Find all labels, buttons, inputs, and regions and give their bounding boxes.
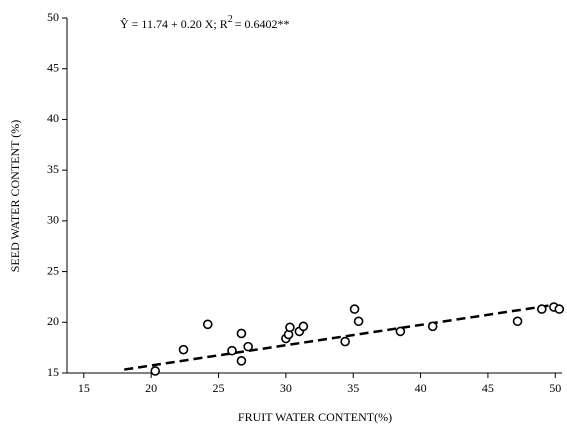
point (150, 366, 161, 376)
point (395, 326, 406, 337)
point (340, 336, 350, 347)
y-tick-label: 30 (47, 213, 59, 227)
x-tick-label: 15 (78, 381, 90, 395)
y-tick-label: 35 (47, 162, 59, 176)
trend-line (124, 303, 556, 371)
point (554, 304, 565, 314)
y-tick-label: 50 (47, 10, 59, 24)
y-tick-label: 45 (47, 60, 59, 74)
point (285, 322, 295, 333)
x-tick-label: 40 (415, 381, 427, 395)
annotation: Ŷ = 11.74 + 0.20 X; R2 = 0.6402** (120, 14, 290, 30)
point (236, 356, 247, 366)
annotation-text-after: = 0.6402** (235, 17, 290, 31)
x-tick-label: 30 (280, 381, 292, 395)
point (178, 344, 189, 355)
annotation-text: Ŷ = 11.74 + 0.20 X; R (120, 17, 228, 31)
point (536, 304, 547, 314)
point (512, 316, 523, 327)
point (236, 328, 247, 339)
y-tick-label: 20 (47, 314, 59, 328)
y-tick-label: 15 (47, 365, 59, 379)
point (227, 345, 237, 356)
x-axis-label: FRUIT WATER CONTENT(%) (238, 410, 392, 424)
annotation-superscript: 2 (228, 14, 233, 25)
point (349, 304, 360, 314)
x-tick-label: 25 (213, 381, 225, 395)
x-tick-label: 45 (482, 381, 494, 395)
x-tick-label: 50 (549, 381, 561, 395)
y-tick-label: 25 (47, 263, 59, 277)
point (243, 341, 253, 352)
y-tick-label: 40 (47, 111, 59, 125)
point (202, 319, 213, 330)
point (353, 316, 364, 327)
point (427, 321, 438, 332)
point (298, 321, 309, 332)
y-axis-label: SEED WATER CONTENT (%) (8, 120, 22, 273)
x-tick-label: 35 (347, 381, 359, 395)
x-tick-label: 20 (145, 381, 157, 395)
